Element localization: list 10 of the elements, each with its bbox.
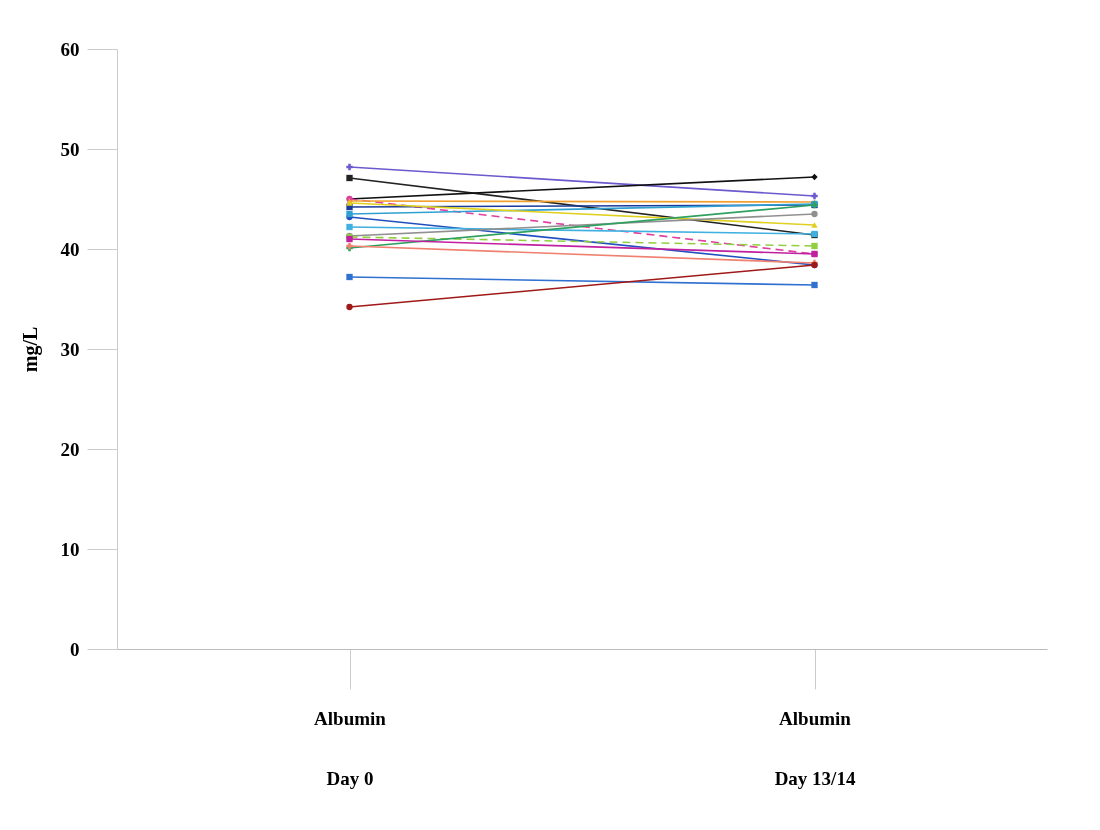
y-tick-label: 40: [60, 238, 80, 260]
category-label: Albumin Day 13/14: [774, 707, 856, 789]
category-label: Albumin Day 0: [314, 707, 386, 789]
y-tick-label: 30: [60, 338, 80, 360]
y-axis-title: mg/L: [18, 326, 42, 373]
y-tick-label: 0: [70, 638, 80, 660]
y-tick-label: 60: [60, 38, 80, 60]
y-tick-label: 50: [60, 138, 80, 160]
y-tick-label: 20: [60, 438, 80, 460]
y-tick-label: 10: [60, 538, 80, 560]
